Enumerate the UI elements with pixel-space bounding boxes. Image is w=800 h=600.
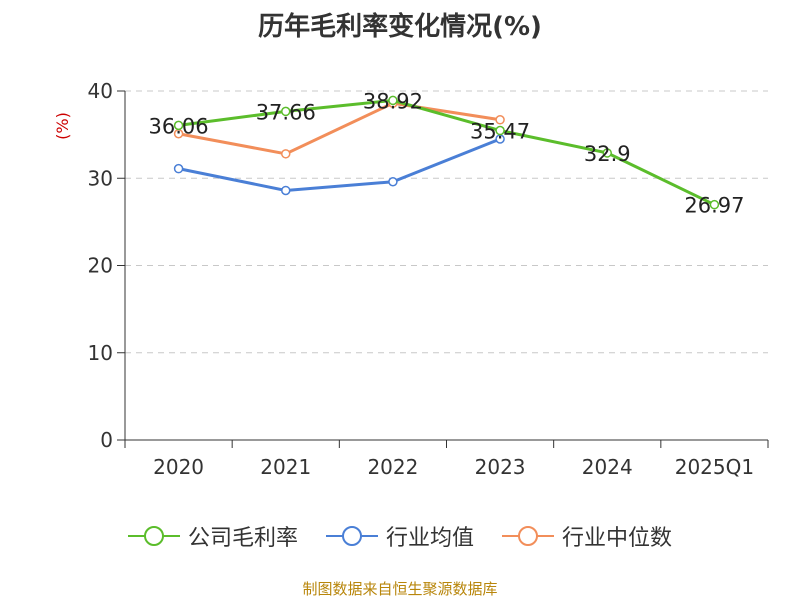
x-tick-label: 2022 <box>367 455 418 479</box>
data-point <box>281 185 291 196</box>
legend-label: 行业均值 <box>385 526 474 551</box>
data-point <box>495 115 505 125</box>
data-point <box>388 95 398 106</box>
data-label: 32.9 <box>584 142 631 166</box>
series-line <box>178 137 501 192</box>
x-tick-label: 2024 <box>582 455 633 479</box>
chart-title: 历年毛利率变化情况(%) <box>258 12 542 42</box>
x-tick-label: 2021 <box>260 455 311 479</box>
data-point <box>173 120 184 131</box>
x-tick-label: 2020 <box>153 455 204 479</box>
legend-item-industry-mean[interactable]: 行业均值 <box>325 520 474 552</box>
y-axis-label: (%) <box>53 112 72 140</box>
data-point <box>495 125 505 136</box>
x-tick-label: 2025Q1 <box>675 455 754 479</box>
data-point <box>281 106 291 117</box>
data-source-note: 制图数据来自恒生聚源数据库 <box>302 580 498 598</box>
data-label: 26.97 <box>684 194 744 218</box>
legend-swatch-icon <box>502 525 554 547</box>
y-tick-label: 10 <box>88 341 113 365</box>
data-point <box>173 163 184 174</box>
legend-label: 公司毛利率 <box>187 526 298 551</box>
legend-item-industry-median[interactable]: 行业中位数 <box>502 520 672 552</box>
data-label: 37.66 <box>256 100 316 124</box>
legend-item-company[interactable]: 公司毛利率 <box>127 520 298 552</box>
data-label: 35.47 <box>470 120 530 144</box>
data-point <box>388 176 398 187</box>
data-label: 38.92 <box>363 89 423 113</box>
data-point <box>602 148 612 158</box>
y-tick-label: 0 <box>100 428 113 452</box>
series-line <box>178 101 501 156</box>
y-tick-label: 30 <box>88 166 113 190</box>
legend-swatch-icon <box>325 525 378 547</box>
data-label: 36.06 <box>149 114 209 138</box>
legend-swatch-icon <box>127 525 180 547</box>
y-tick-label: 20 <box>88 254 113 278</box>
x-tick-label: 2023 <box>475 455 526 479</box>
y-tick-label: 40 <box>88 79 113 103</box>
data-point <box>281 149 291 159</box>
legend-label: 行业中位数 <box>562 526 673 551</box>
series-line <box>178 98 716 207</box>
data-point <box>709 199 720 210</box>
legend: 公司毛利率 行业均值 行业中位数 <box>0 520 800 552</box>
